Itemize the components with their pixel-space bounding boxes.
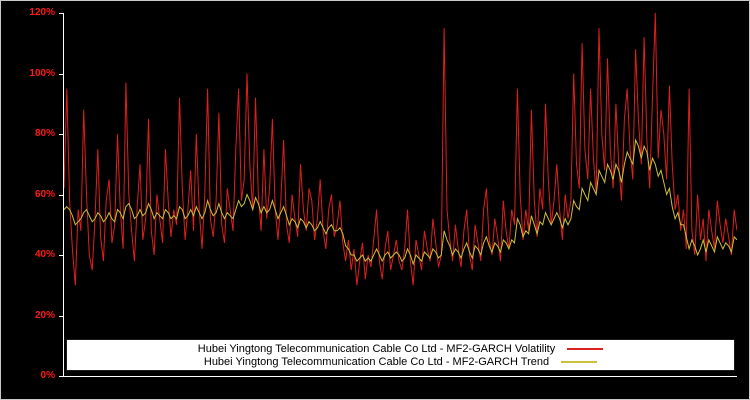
series-line-1 [64,138,737,266]
legend-line-volatility-icon [567,347,604,350]
chart-plot [64,13,737,286]
y-tick-mark [59,194,63,196]
y-tick-label: 100% [29,67,55,79]
y-tick-mark [59,13,63,14]
y-tick-label: 60% [34,188,55,200]
legend-line-trend-icon [561,360,598,363]
y-tick-label: 20% [34,309,55,321]
legend-item-trend: Hubei Yingtong Telecommunication Cable C… [67,355,734,368]
y-axis: 0% 20% 40% 60% 80% 100% 120% [1,1,63,399]
y-tick-label: 120% [29,7,55,18]
legend-label-trend: Hubei Yingtong Telecommunication Cable C… [203,355,550,368]
series-line-0 [64,13,737,286]
y-tick-mark [59,255,63,256]
y-tick-label: 0% [40,370,55,381]
legend-label-volatility: Hubei Yingtong Telecommunication Cable C… [197,342,556,355]
y-tick-mark [59,315,63,317]
y-tick-mark [59,134,63,135]
plot-area: Hubei Yingtong Telecommunication Cable C… [63,13,737,377]
y-tick-label: 80% [34,128,55,139]
legend: Hubei Yingtong Telecommunication Cable C… [66,339,735,371]
y-tick-mark [59,376,63,377]
y-tick-label: 40% [34,249,55,260]
y-tick-mark [59,73,63,75]
legend-item-volatility: Hubei Yingtong Telecommunication Cable C… [67,342,734,355]
